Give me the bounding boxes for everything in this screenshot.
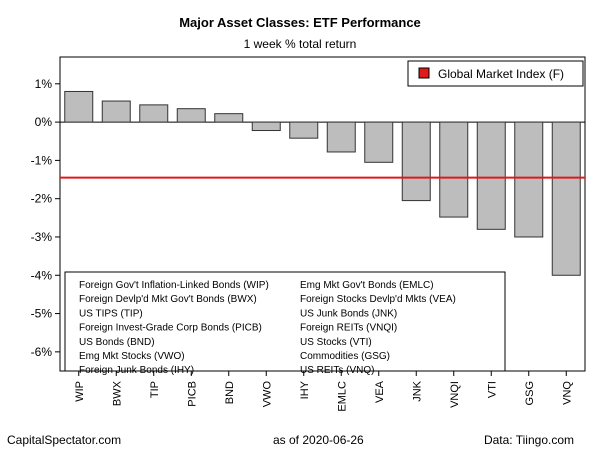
bar-jnk [401, 121, 431, 202]
bar-tip [139, 104, 169, 123]
ticker-key-left-item: Foreign Junk Bonds (IHY) [79, 365, 194, 376]
bar-gsg [514, 121, 544, 238]
x-tick-label: VNQI [449, 381, 461, 408]
ticker-key-left-item: Foreign Invest-Grade Corp Bonds (PICB) [79, 323, 262, 334]
y-tick-label: -1% [31, 153, 53, 167]
x-tick-label: WIP [74, 381, 86, 402]
y-tick-label: 0% [35, 115, 53, 129]
footer-data-credit: Data: Tiingo.com [483, 433, 574, 447]
footer-source-site: CapitalSpectator.com [7, 433, 122, 447]
x-tick-label: JNK [411, 380, 423, 401]
ticker-key-box [64, 271, 506, 372]
y-tick-label: 1% [35, 77, 53, 91]
footer-as-of-date: as of 2020-06-26 [273, 433, 364, 447]
bar-picb [176, 108, 206, 123]
x-tick-label: EMLC [336, 381, 348, 412]
ticker-key-right-item: Foreign Stocks Devlp'd Mkts (VEA) [300, 294, 456, 305]
ticker-key-left-item: US Bonds (BND) [79, 337, 155, 348]
x-tick-label: GSG [524, 381, 536, 405]
bar-vwo [251, 121, 281, 132]
y-tick-label: -6% [31, 345, 53, 359]
y-tick-label: -5% [31, 307, 53, 321]
x-tick-label: VTI [486, 381, 498, 398]
bar-wip [64, 90, 94, 123]
bar-vnq [551, 121, 581, 276]
ticker-key-left-item: Foreign Gov't Inflation-Linked Bonds (WI… [79, 280, 269, 291]
x-tick-label: VWO [261, 381, 273, 408]
bar-bwx [101, 100, 131, 123]
ticker-key-right-item: Foreign REITs (VNQI) [300, 323, 397, 334]
x-tick-label: PICB [186, 381, 198, 407]
ticker-key-right-item: US Stocks (VTI) [300, 337, 372, 348]
bar-vnqi [439, 121, 469, 218]
x-tick-label: VNQ [561, 381, 573, 405]
x-tick-label: TIP [149, 381, 161, 398]
ticker-key-left-item: Foreign Devlp'd Mkt Gov't Bonds (BWX) [79, 294, 257, 305]
y-tick-label: -4% [31, 268, 53, 282]
y-tick-label: -2% [31, 192, 53, 206]
x-tick-label: BND [224, 381, 236, 404]
bar-vti [476, 121, 506, 230]
x-tick-label: VEA [374, 380, 386, 403]
bar-bnd [214, 113, 244, 123]
y-tick-label: -3% [31, 230, 53, 244]
bar-emlc [326, 121, 356, 153]
legend-label: Global Market Index (F) [438, 67, 564, 81]
ticker-key-left-item: Emg Mkt Stocks (VWO) [79, 351, 185, 362]
ticker-key-right-item: US REITs (VNQ) [300, 365, 374, 376]
legend-box [407, 60, 584, 87]
legend-swatch [418, 67, 430, 79]
chart-title: Major Asset Classes: ETF Performance [179, 15, 421, 30]
ticker-key-left-item: US TIPS (TIP) [79, 308, 143, 319]
chart-subtitle: 1 week % total return [243, 37, 357, 51]
ticker-key-right-item: US Junk Bonds (JNK) [300, 308, 397, 319]
bar-vea [364, 121, 394, 163]
ticker-key-right-item: Emg Mkt Gov't Bonds (EMLC) [300, 280, 434, 291]
ticker-key-right-item: Commodities (GSG) [300, 351, 390, 362]
x-tick-label: BWX [111, 380, 123, 406]
x-tick-label: IHY [299, 380, 311, 399]
bar-ihy [289, 121, 319, 139]
